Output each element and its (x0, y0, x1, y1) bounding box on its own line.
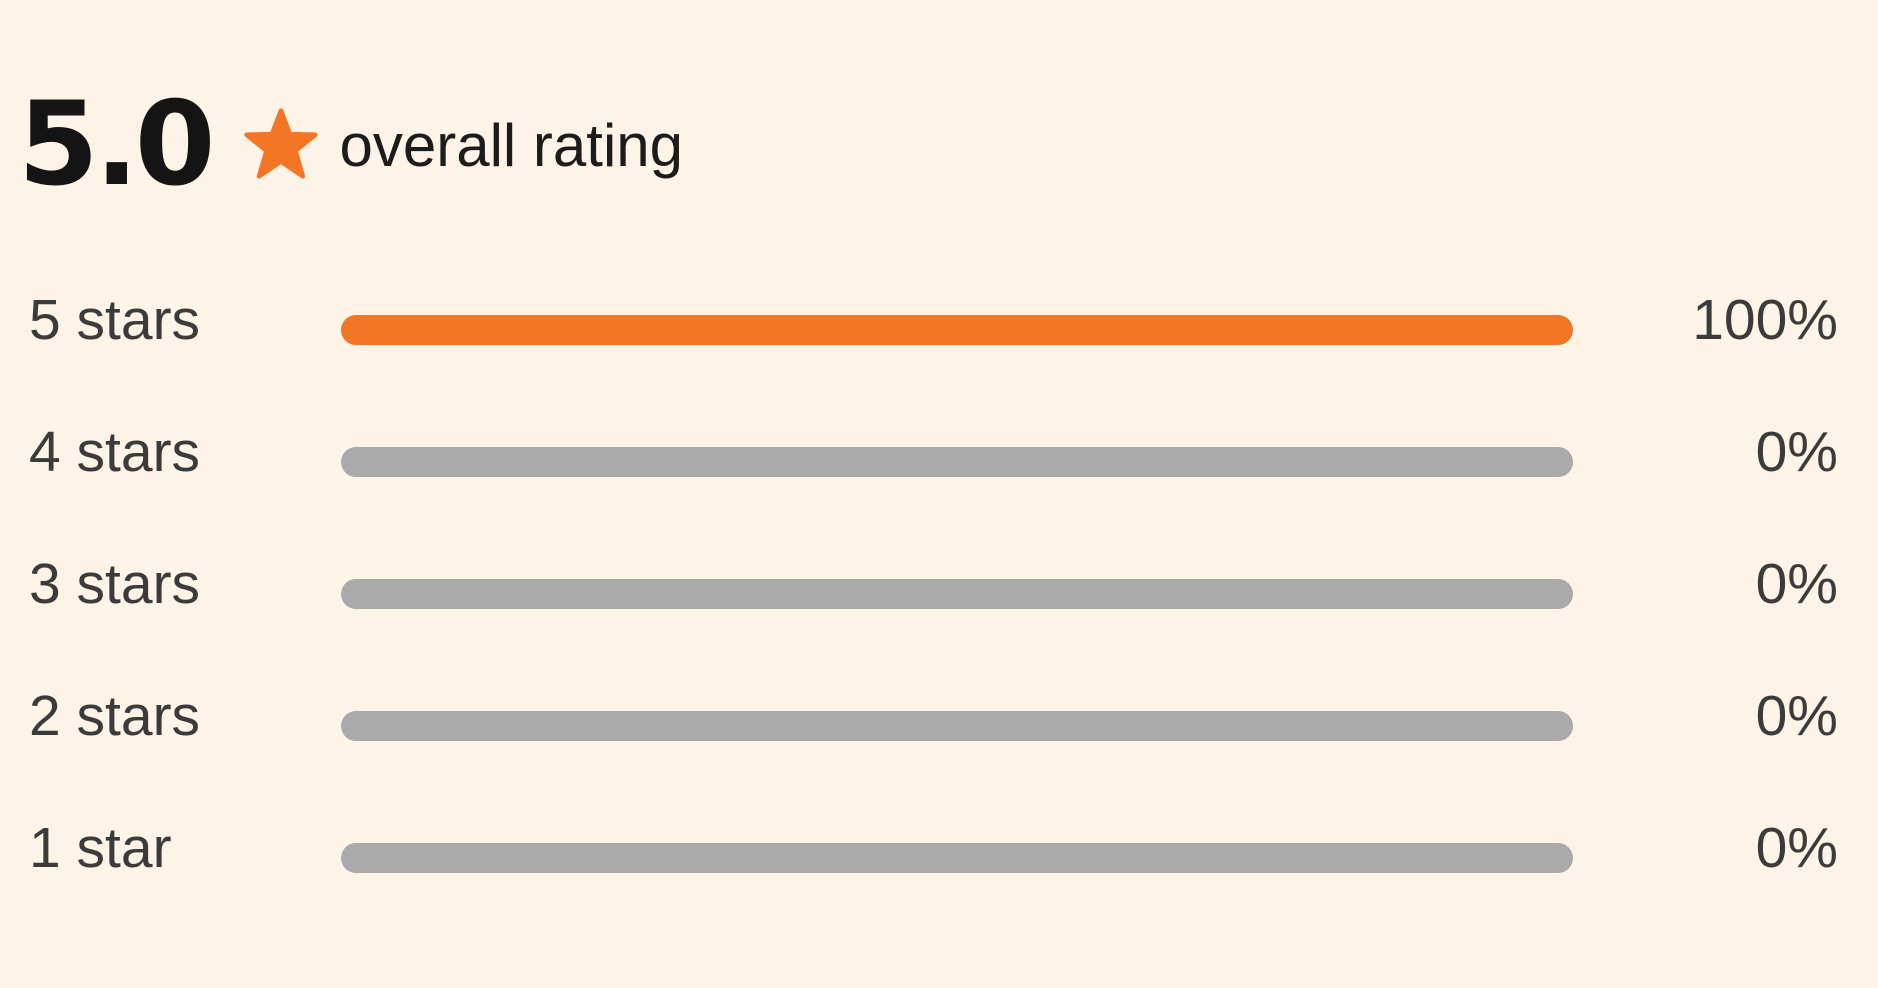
rating-row-4-stars: 4 stars 0% (0, 394, 1878, 526)
rating-summary: 5.0 overall rating (18, 77, 684, 212)
rating-bar-track (341, 579, 1573, 609)
rating-row-percent: 0% (1755, 816, 1838, 880)
rating-row-label: 1 star (29, 816, 172, 880)
overall-rating-label: overall rating (339, 111, 684, 179)
rating-bar-track (341, 447, 1573, 477)
rating-bar-track (341, 315, 1573, 345)
rating-row-5-stars: 5 stars 100% (0, 262, 1878, 394)
rating-row-label: 3 stars (29, 552, 201, 616)
rating-bar-track (341, 711, 1573, 741)
rating-row-label: 4 stars (29, 420, 201, 484)
overall-score: 5.0 (18, 77, 215, 212)
rating-bar-fill (341, 315, 1573, 345)
rating-row-label: 5 stars (29, 288, 201, 352)
rating-row-percent: 0% (1755, 552, 1838, 616)
star-icon (243, 108, 318, 179)
rating-row-3-stars: 3 stars 0% (0, 526, 1878, 658)
rating-row-percent: 100% (1692, 288, 1838, 352)
rating-breakdown: 5 stars 100% 4 stars 0% 3 stars 0% 2 sta… (0, 262, 1878, 922)
rating-row-1-star: 1 star 0% (0, 790, 1878, 922)
rating-row-percent: 0% (1755, 420, 1838, 484)
rating-bar-track (341, 843, 1573, 873)
rating-row-2-stars: 2 stars 0% (0, 658, 1878, 790)
rating-row-percent: 0% (1755, 684, 1838, 748)
rating-row-label: 2 stars (29, 684, 201, 748)
